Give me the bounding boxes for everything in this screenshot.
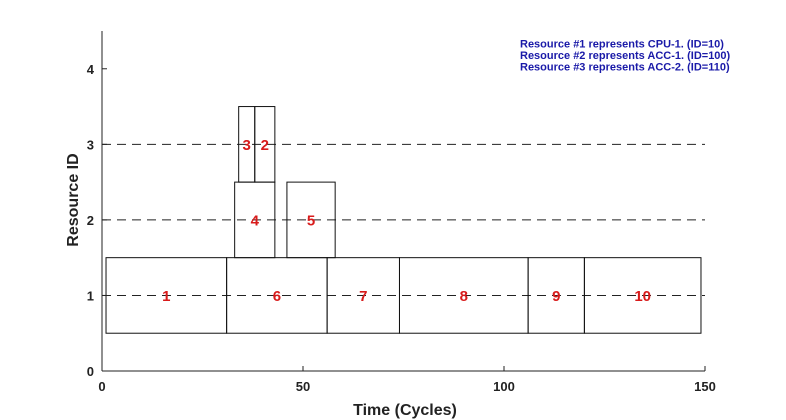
task-label-1: 1	[162, 288, 170, 305]
y-tick-label-2: 2	[87, 213, 94, 228]
task-label-9: 9	[552, 288, 560, 305]
note-resource-1: Resource #1 represents CPU-1. (ID=10)	[520, 39, 724, 51]
task-label-3: 3	[243, 137, 251, 154]
task-bar-2	[254, 106, 276, 183]
y-tick-label-1: 1	[87, 288, 94, 303]
task-bar-5	[286, 181, 336, 259]
note-resource-2: Resource #2 represents ACC-1. (ID=100)	[520, 50, 731, 62]
task-label-2: 2	[261, 137, 269, 154]
grid-lines	[102, 143, 705, 296]
task-label-5: 5	[307, 212, 315, 229]
resource-legend-notes: Resource #1 represents CPU-1. (ID=10) Re…	[520, 39, 731, 74]
y-tick-label-0: 0	[87, 364, 94, 379]
x-tick-label-50: 50	[296, 379, 310, 394]
task-label-4: 4	[251, 212, 260, 229]
y-tick-label-3: 3	[87, 137, 94, 152]
task-label-6: 6	[273, 288, 281, 305]
x-axis-title: Time (Cycles)	[353, 402, 457, 419]
task-bars: 1 6 7 8 9 10 4 5 3 2	[105, 106, 702, 334]
x-tick-label-150: 150	[694, 379, 716, 394]
task-label-7: 7	[359, 288, 367, 305]
task-bar-10	[583, 257, 702, 334]
x-tick-label-100: 100	[493, 379, 515, 394]
task-label-10: 10	[634, 288, 651, 305]
x-tick-label-0: 0	[98, 379, 105, 394]
y-axis-title: Resource ID	[65, 153, 82, 246]
note-resource-3: Resource #3 represents ACC-2. (ID=110)	[520, 62, 730, 74]
y-tick-label-4: 4	[87, 62, 95, 77]
task-label-8: 8	[460, 288, 468, 305]
